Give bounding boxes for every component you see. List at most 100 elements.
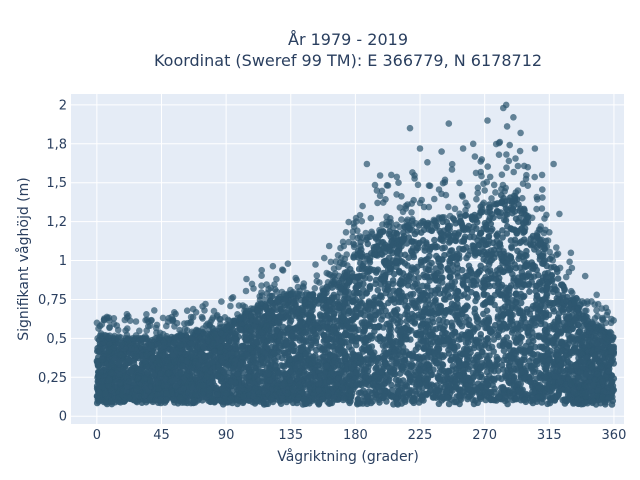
data-points xyxy=(93,101,618,408)
data-point xyxy=(396,351,403,359)
data-point xyxy=(439,245,446,252)
data-point xyxy=(591,376,599,384)
data-point xyxy=(455,359,463,366)
data-point xyxy=(436,321,443,329)
data-point xyxy=(431,236,438,244)
data-point xyxy=(393,229,400,237)
data-point xyxy=(378,316,385,323)
data-point xyxy=(411,239,419,246)
data-point xyxy=(421,244,429,251)
data-point xyxy=(316,311,324,318)
data-point xyxy=(505,323,513,330)
data-point xyxy=(419,282,427,290)
data-point xyxy=(499,260,506,267)
data-point xyxy=(445,368,453,375)
data-point xyxy=(464,395,471,403)
data-point xyxy=(526,240,534,248)
data-point xyxy=(608,401,616,408)
data-point xyxy=(404,282,412,289)
data-point xyxy=(206,352,214,359)
data-point xyxy=(387,325,395,333)
data-point xyxy=(322,324,329,332)
data-point xyxy=(364,240,372,248)
data-point xyxy=(538,296,546,304)
data-point xyxy=(494,230,502,237)
data-point xyxy=(409,290,417,298)
data-point xyxy=(459,266,466,274)
data-point xyxy=(509,369,516,377)
data-point xyxy=(459,245,467,253)
data-point xyxy=(490,348,498,355)
data-point xyxy=(569,325,576,333)
data-point xyxy=(258,313,266,320)
data-point xyxy=(479,206,486,213)
data-point xyxy=(513,395,521,403)
data-point xyxy=(389,394,397,401)
data-point xyxy=(491,282,498,290)
data-point xyxy=(400,292,407,300)
data-point xyxy=(551,283,558,290)
data-point xyxy=(323,307,331,315)
data-point xyxy=(550,308,558,315)
data-point xyxy=(476,388,483,396)
data-point xyxy=(441,352,448,359)
data-point xyxy=(404,262,411,269)
data-point xyxy=(377,307,385,315)
data-point xyxy=(481,340,489,348)
data-point xyxy=(473,277,481,285)
data-point xyxy=(534,271,542,279)
data-point xyxy=(393,400,401,407)
data-point xyxy=(417,229,425,236)
data-point xyxy=(452,292,459,300)
data-point xyxy=(372,251,380,258)
data-point xyxy=(146,395,154,402)
data-point xyxy=(388,238,395,246)
data-point xyxy=(466,233,474,241)
data-point xyxy=(455,336,463,343)
data-point xyxy=(529,337,537,345)
data-point xyxy=(539,287,546,294)
data-point xyxy=(370,246,378,253)
data-point xyxy=(502,205,510,212)
data-point xyxy=(483,257,490,265)
data-point xyxy=(416,239,424,247)
data-point xyxy=(359,272,367,280)
data-point xyxy=(500,248,507,255)
data-point xyxy=(325,400,333,408)
data-point xyxy=(393,249,401,257)
data-point xyxy=(440,326,447,333)
data-point xyxy=(345,343,353,351)
data-point xyxy=(468,288,475,296)
data-point xyxy=(354,335,362,342)
data-point xyxy=(446,226,453,233)
data-point xyxy=(286,319,294,327)
data-point xyxy=(527,273,535,281)
data-point xyxy=(462,318,470,326)
data-point xyxy=(488,365,495,372)
data-point xyxy=(385,364,393,372)
data-point xyxy=(448,324,456,332)
data-point xyxy=(414,263,421,271)
data-point xyxy=(472,297,479,305)
data-point xyxy=(490,336,498,343)
data-point xyxy=(547,299,554,307)
data-point xyxy=(435,284,442,291)
data-point xyxy=(524,329,531,337)
data-point xyxy=(517,299,525,307)
data-point xyxy=(439,237,447,245)
data-point xyxy=(464,294,472,301)
data-point xyxy=(345,288,352,296)
data-point xyxy=(171,334,178,341)
data-point xyxy=(494,331,502,339)
data-point xyxy=(529,399,537,407)
data-point xyxy=(342,329,349,337)
data-point xyxy=(413,244,421,252)
data-point xyxy=(346,307,353,315)
data-point xyxy=(357,259,364,267)
data-point xyxy=(374,286,382,294)
data-point xyxy=(470,344,478,352)
data-point xyxy=(543,290,551,298)
data-point xyxy=(473,271,481,279)
data-point xyxy=(379,238,387,246)
